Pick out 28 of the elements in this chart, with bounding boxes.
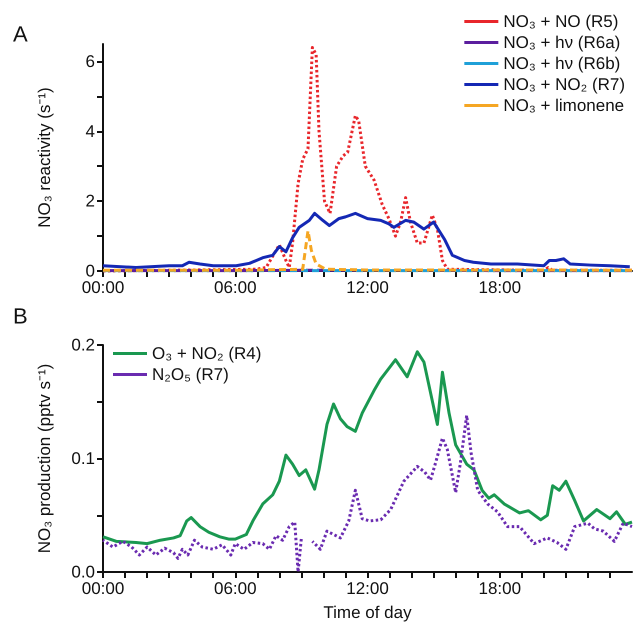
x-axis-title: Time of day (323, 603, 412, 622)
y-axis-title: NO₃ reactivity (s⁻¹) (35, 87, 54, 228)
y-tick-label: 4 (86, 122, 95, 141)
x-tick-label: 12:00 (346, 278, 389, 297)
chart-title: B (13, 304, 28, 328)
legend-label: NO₃ + limonene (503, 96, 624, 115)
legend-label: O₃ + NO₂ (R4) (152, 344, 262, 363)
y-axis-title: NO₃ production (pptv s⁻¹) (35, 364, 54, 554)
legend-label: N₂O₅ (R7) (152, 365, 229, 384)
y-tick-label: 0.2 (71, 336, 95, 354)
x-tick-label: 12:00 (346, 579, 389, 598)
legend-label: NO₃ + hν (R6a) (503, 33, 620, 52)
line-series (102, 212, 632, 270)
x-tick-label: 18:00 (478, 278, 522, 297)
legend-label: NO₃ + hν (R6b) (503, 54, 620, 73)
y-tick-label: 6 (86, 52, 95, 71)
y-tick-label: 0.1 (71, 449, 95, 468)
legend-label: NO₃ + NO (R5) (503, 12, 618, 31)
y-tick-label: 0.0 (71, 562, 95, 582)
y-tick-label: 0 (86, 262, 95, 280)
chart-title: A (13, 22, 28, 46)
x-tick-label: 18:00 (478, 579, 522, 598)
y-tick-label: 2 (86, 192, 95, 211)
x-tick-label: 00:00 (82, 579, 124, 598)
x-tick-label: 00:00 (82, 278, 124, 297)
x-tick-label: 06:00 (214, 278, 257, 297)
x-tick-label: 06:00 (214, 579, 257, 598)
legend-label: NO₃ + NO₂ (R7) (503, 75, 626, 94)
